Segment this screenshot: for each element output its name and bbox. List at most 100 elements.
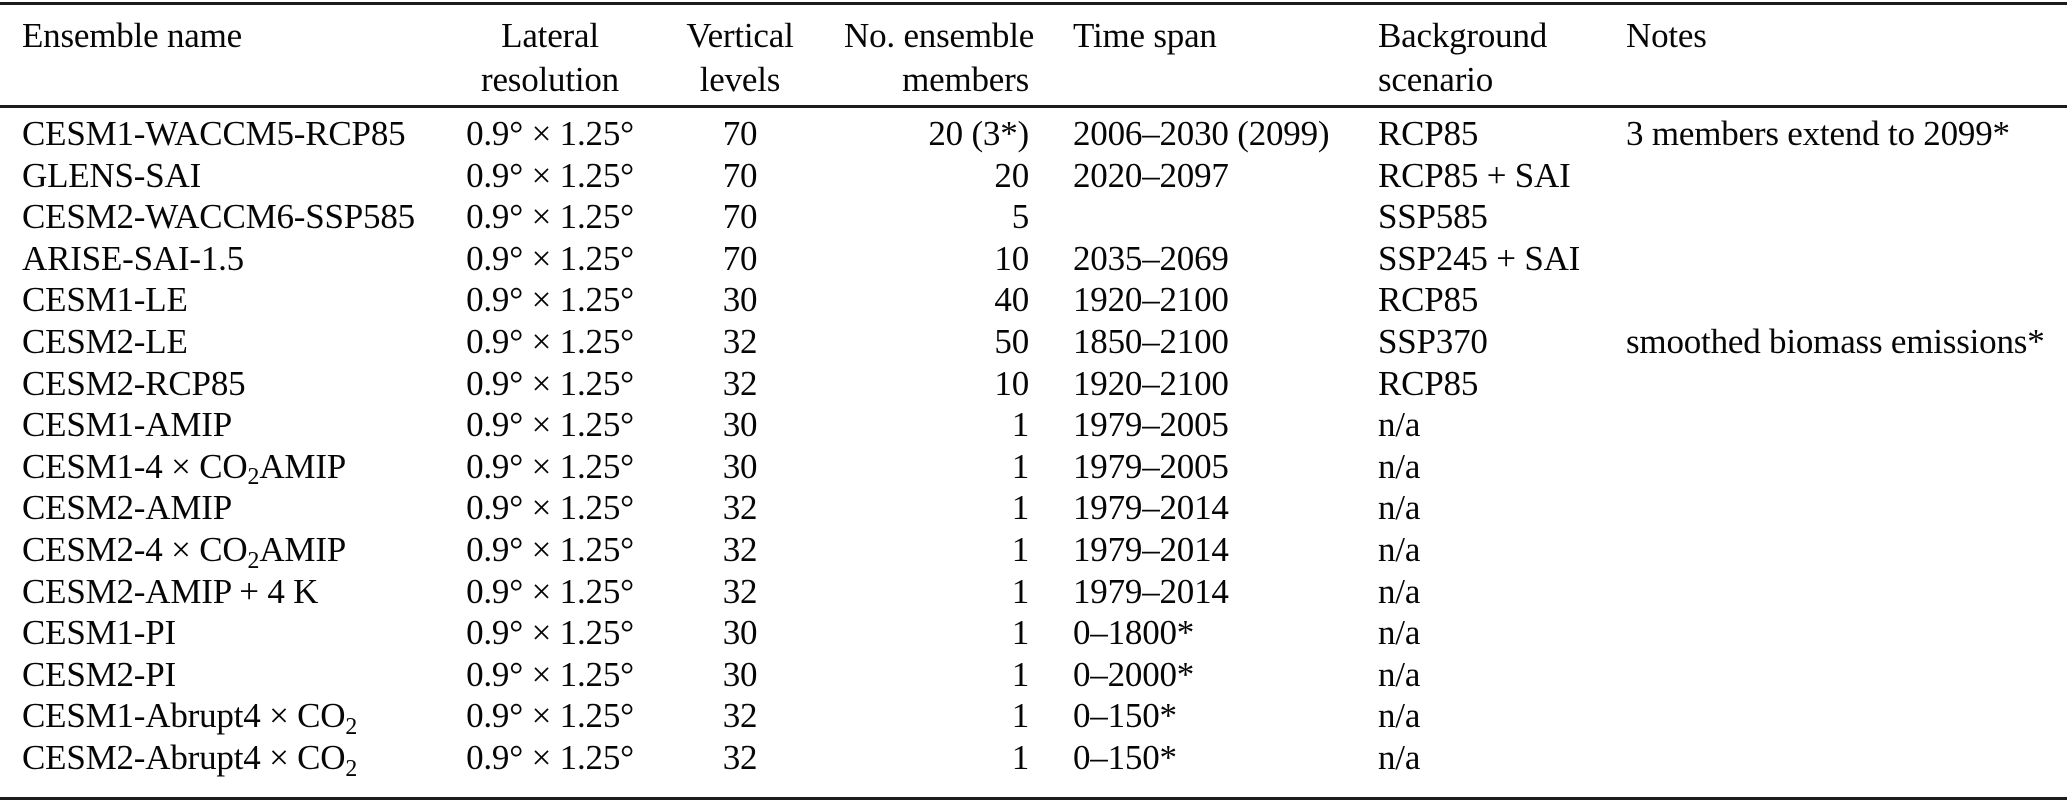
cell-background-scenario: n/a — [1378, 405, 1421, 445]
cell-time-span: 1920–2100 — [1073, 280, 1229, 320]
cell-vertical-levels: 30 — [722, 613, 758, 653]
cell-lateral-resolution: 0.9° × 1.25° — [466, 571, 634, 611]
table-row: CESM1-WACCM5-RCP85 0.9° × 1.25° 70 20 (3*) 2… — [0, 113, 2067, 155]
cell-ensemble-name: CESM2-4 × CO2AMIP — [0, 529, 464, 576]
cell-notes: smoothed biomass emissions* — [1626, 321, 2045, 361]
cell-lateral-resolution: 0.9° × 1.25° — [466, 280, 634, 320]
cell-background-scenario: RCP85 — [1378, 114, 1479, 153]
table-row: CESM2-WACCM6-SSP585 0.9° × 1.25° 70 5 SSP585 — [0, 196, 2067, 238]
cell-ensemble-name: CESM2-PI — [0, 654, 464, 696]
cell-no-ensemble-members: 5 — [1011, 197, 1030, 237]
cell-no-ensemble-members: 1 — [1011, 529, 1030, 569]
table-header-rule — [0, 105, 2067, 108]
subscript: 2 — [247, 547, 260, 574]
name-text: CESM2-AMIP + 4 K — [22, 571, 319, 611]
cell-time-span: 1979–2014 — [1073, 488, 1229, 528]
cell-ensemble-name: CESM2-AMIP + 4 K — [0, 571, 464, 613]
table-row: CESM2-PI 0.9° × 1.25° 30 1 0–2000* n/a — [0, 654, 2067, 696]
table-row: CESM2-AMIP + 4 K 0.9° × 1.25° 32 1 1979–2014… — [0, 571, 2067, 613]
cell-time-span: 2006–2030 (2099) — [1073, 114, 1330, 153]
cell-lateral-resolution: 0.9° × 1.25° — [466, 737, 634, 777]
cell-vertical-levels: 70 — [722, 197, 758, 237]
cell-time-span: 0–150* — [1073, 696, 1177, 736]
table-row: CESM2-AMIP 0.9° × 1.25° 32 1 1979–2014 n/a — [0, 487, 2067, 529]
cell-time-span: 1979–2014 — [1073, 529, 1229, 569]
cell-time-span: 2035–2069 — [1073, 238, 1229, 278]
cell-lateral-resolution: 0.9° × 1.25° — [466, 238, 634, 278]
cell-time-span: 1920–2100 — [1073, 363, 1229, 403]
cell-vertical-levels: 32 — [722, 488, 758, 528]
name-text: ARISE-SAI-1.5 — [22, 238, 244, 278]
cell-no-ensemble-members: 1 — [1011, 737, 1030, 777]
table-bottom-rule — [0, 796, 2067, 800]
column-header-background-scenario: Background scenario — [1378, 16, 1548, 99]
cell-time-span: 0–1800* — [1073, 613, 1195, 653]
table-header-row: Ensemble name Lateral resolution Vertical … — [0, 5, 2067, 105]
cell-lateral-resolution: 0.9° × 1.25° — [466, 155, 634, 195]
cell-no-ensemble-members: 20 — [994, 155, 1029, 195]
cell-background-scenario: n/a — [1378, 571, 1421, 611]
cell-background-scenario: RCP85 — [1378, 280, 1479, 320]
cell-vertical-levels: 30 — [722, 405, 758, 445]
cell-no-ensemble-members: 1 — [1011, 696, 1030, 736]
name-text: GLENS-SAI — [22, 155, 202, 195]
cell-background-scenario: SSP370 — [1378, 321, 1488, 361]
column-header-time-span: Time span — [1073, 16, 1217, 55]
cell-no-ensemble-members: 10 — [994, 238, 1029, 278]
cell-ensemble-name: CESM1-AMIP — [0, 404, 464, 446]
name-text: AMIP — [259, 446, 347, 486]
name-text: CESM2-RCP85 — [22, 363, 246, 403]
name-text: CESM2-AMIP — [22, 488, 232, 528]
name-text: CESM1-4 × CO — [22, 446, 248, 486]
cell-background-scenario: RCP85 + SAI — [1378, 155, 1571, 195]
cell-ensemble-name: CESM1-PI — [0, 612, 464, 654]
subscript: 2 — [247, 464, 260, 491]
cell-no-ensemble-members: 1 — [1011, 446, 1030, 486]
table-row: GLENS-SAI 0.9° × 1.25° 70 20 2020–2097 RCP85 … — [0, 155, 2067, 197]
cell-time-span: 1850–2100 — [1073, 321, 1229, 361]
table-row: ARISE-SAI-1.5 0.9° × 1.25° 70 10 2035–2069 SS… — [0, 238, 2067, 280]
table-row: CESM1-4 × CO2AMIP 0.9° × 1.25° 30 1 1979–200… — [0, 446, 2067, 491]
name-text: CESM2-PI — [22, 654, 176, 694]
table-row: CESM1-AMIP 0.9° × 1.25° 30 1 1979–2005 n/a — [0, 404, 2067, 446]
cell-ensemble-name: CESM2-LE — [0, 321, 464, 363]
column-header-notes: Notes — [1626, 16, 1707, 55]
cell-background-scenario: n/a — [1378, 529, 1421, 569]
table-row: CESM2-RCP85 0.9° × 1.25° 32 10 1920–2100 RCP8… — [0, 363, 2067, 405]
column-header-vertical-levels: Vertical levels — [686, 16, 794, 99]
table-row: CESM1-Abrupt4 × CO2 0.9° × 1.25° 32 1 0–150*… — [0, 695, 2067, 740]
cell-vertical-levels: 32 — [722, 363, 758, 403]
cell-vertical-levels: 30 — [722, 280, 758, 320]
cell-no-ensemble-members: 1 — [1011, 488, 1030, 528]
cell-ensemble-name: CESM2-AMIP — [0, 487, 464, 529]
cell-background-scenario: SSP245 + SAI — [1378, 238, 1581, 278]
cell-lateral-resolution: 0.9° × 1.25° — [466, 197, 634, 237]
cell-time-span: 1979–2005 — [1073, 446, 1229, 486]
cell-time-span: 1979–2005 — [1073, 405, 1229, 445]
name-text: CESM2-4 × CO — [22, 529, 248, 569]
cell-background-scenario: n/a — [1378, 654, 1421, 694]
name-text: CESM1-AMIP — [22, 405, 232, 445]
cell-background-scenario: RCP85 — [1378, 363, 1479, 403]
cell-background-scenario: SSP585 — [1378, 197, 1488, 237]
cell-vertical-levels: 32 — [722, 696, 758, 736]
cell-ensemble-name: CESM1-4 × CO2AMIP — [0, 446, 464, 493]
column-header-ensemble-name: Ensemble name — [22, 16, 242, 55]
table-top-rule — [0, 2, 2067, 5]
cell-time-span: 0–150* — [1073, 737, 1177, 777]
cell-vertical-levels: 70 — [722, 238, 758, 278]
name-text: CESM1-Abrupt4 × CO — [22, 696, 346, 736]
column-header-lateral-resolution: Lateral resolution — [481, 16, 619, 99]
cell-lateral-resolution: 0.9° × 1.25° — [466, 488, 634, 528]
cell-vertical-levels: 32 — [722, 571, 758, 611]
cell-lateral-resolution: 0.9° × 1.25° — [466, 613, 634, 653]
cell-time-span: 2020–2097 — [1073, 155, 1229, 195]
cell-lateral-resolution: 0.9° × 1.25° — [466, 114, 634, 153]
cell-time-span: 0–2000* — [1073, 654, 1195, 694]
name-text: CESM2-Abrupt4 × CO — [22, 737, 346, 777]
cell-ensemble-name: CESM2-Abrupt4 × CO2 — [0, 737, 464, 784]
cell-lateral-resolution: 0.9° × 1.25° — [466, 405, 634, 445]
cell-background-scenario: n/a — [1378, 613, 1421, 653]
name-text: CESM1-WACCM5-RCP85 — [22, 114, 406, 153]
